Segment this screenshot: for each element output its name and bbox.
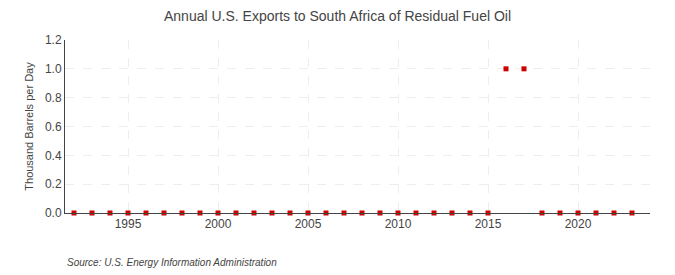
svg-text:Source: U.S. Energy Informatio: Source: U.S. Energy Information Administ… [67,257,277,268]
svg-text:0.2: 0.2 [45,177,62,191]
svg-text:2005: 2005 [295,217,322,231]
svg-text:0.8: 0.8 [45,91,62,105]
svg-text:0.6: 0.6 [45,120,62,134]
svg-text:2010: 2010 [385,217,412,231]
svg-text:1.0: 1.0 [45,62,62,76]
svg-text:1995: 1995 [115,217,142,231]
svg-text:2000: 2000 [205,217,232,231]
svg-text:2020: 2020 [565,217,592,231]
svg-text:0.4: 0.4 [45,149,62,163]
svg-text:1.2: 1.2 [45,33,62,47]
svg-text:Thousand Barrels per Day: Thousand Barrels per Day [23,62,35,191]
svg-text:2015: 2015 [475,217,502,231]
svg-text:0.0: 0.0 [45,206,62,220]
svg-text:Annual U.S. Exports to South A: Annual U.S. Exports to South Africa of R… [164,8,511,24]
